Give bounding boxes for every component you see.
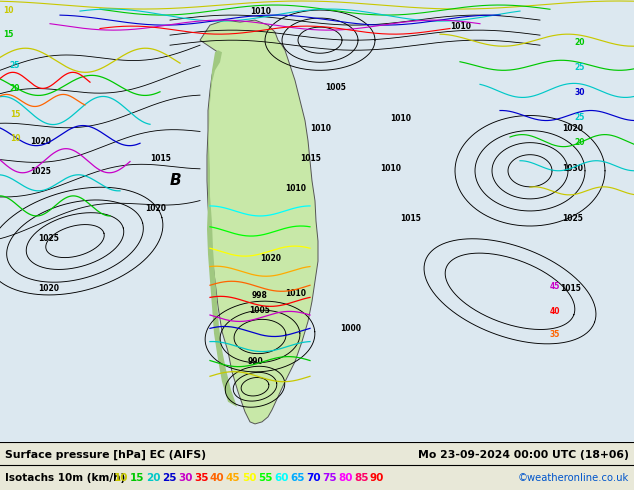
Polygon shape [0, 0, 634, 442]
Text: 1015: 1015 [560, 284, 581, 294]
Text: 65: 65 [290, 473, 304, 483]
Text: 75: 75 [322, 473, 337, 483]
Text: 55: 55 [258, 473, 273, 483]
Text: 998: 998 [252, 292, 268, 300]
Text: 40: 40 [210, 473, 224, 483]
Text: 1020: 1020 [145, 204, 166, 213]
Text: 1010: 1010 [380, 164, 401, 173]
Text: 1010: 1010 [310, 123, 331, 133]
Text: 1020: 1020 [30, 137, 51, 146]
Text: 45: 45 [226, 473, 241, 483]
Text: 1015: 1015 [300, 154, 321, 163]
Text: 1010: 1010 [285, 289, 306, 298]
Text: 15: 15 [130, 473, 145, 483]
Text: 40: 40 [550, 307, 560, 316]
Text: 35: 35 [550, 330, 560, 339]
Text: 1010: 1010 [285, 184, 306, 193]
Text: 45: 45 [550, 282, 560, 291]
Text: 25: 25 [162, 473, 176, 483]
Text: 1015: 1015 [400, 214, 421, 223]
Text: 1025: 1025 [30, 167, 51, 176]
Text: 1020: 1020 [260, 254, 281, 263]
Text: 30: 30 [178, 473, 193, 483]
Text: 85: 85 [354, 473, 368, 483]
Text: 20: 20 [575, 38, 585, 47]
Text: 1010: 1010 [450, 22, 471, 31]
Text: 1005: 1005 [250, 306, 271, 316]
Text: Mo 23-09-2024 00:00 UTC (18+06): Mo 23-09-2024 00:00 UTC (18+06) [418, 450, 629, 460]
Text: 1025: 1025 [562, 214, 583, 223]
Text: 1010: 1010 [250, 7, 271, 16]
Text: 1020: 1020 [562, 123, 583, 133]
Text: 1010: 1010 [390, 114, 411, 122]
Text: 15: 15 [10, 110, 20, 119]
Text: 1005: 1005 [325, 83, 346, 93]
Text: 60: 60 [274, 473, 288, 483]
Text: B: B [169, 173, 181, 188]
Text: 20: 20 [575, 138, 585, 147]
Text: Surface pressure [hPa] EC (AIFS): Surface pressure [hPa] EC (AIFS) [5, 450, 206, 460]
Text: Isotachs 10m (km/h): Isotachs 10m (km/h) [5, 473, 126, 483]
Polygon shape [207, 50, 237, 407]
Text: 25: 25 [575, 113, 585, 122]
Text: 990: 990 [247, 357, 263, 366]
Text: 10: 10 [114, 473, 129, 483]
Text: 1025: 1025 [38, 234, 59, 243]
Text: 1015: 1015 [150, 154, 171, 163]
Text: 70: 70 [306, 473, 321, 483]
Text: 1020: 1020 [38, 284, 59, 294]
Text: 1000: 1000 [340, 324, 361, 334]
Text: ©weatheronline.co.uk: ©weatheronline.co.uk [518, 473, 629, 483]
Text: 20: 20 [10, 84, 20, 93]
Text: 25: 25 [575, 63, 585, 72]
Text: 90: 90 [370, 473, 384, 483]
Text: 25: 25 [10, 61, 20, 70]
Text: 30: 30 [575, 88, 585, 97]
Text: 50: 50 [242, 473, 257, 483]
Text: 15: 15 [3, 30, 13, 39]
Text: 80: 80 [338, 473, 353, 483]
Text: 1030: 1030 [562, 164, 583, 173]
Text: 35: 35 [194, 473, 209, 483]
Text: 10: 10 [3, 5, 13, 15]
Text: 20: 20 [146, 473, 160, 483]
Text: 10: 10 [10, 134, 20, 143]
Polygon shape [200, 20, 318, 424]
